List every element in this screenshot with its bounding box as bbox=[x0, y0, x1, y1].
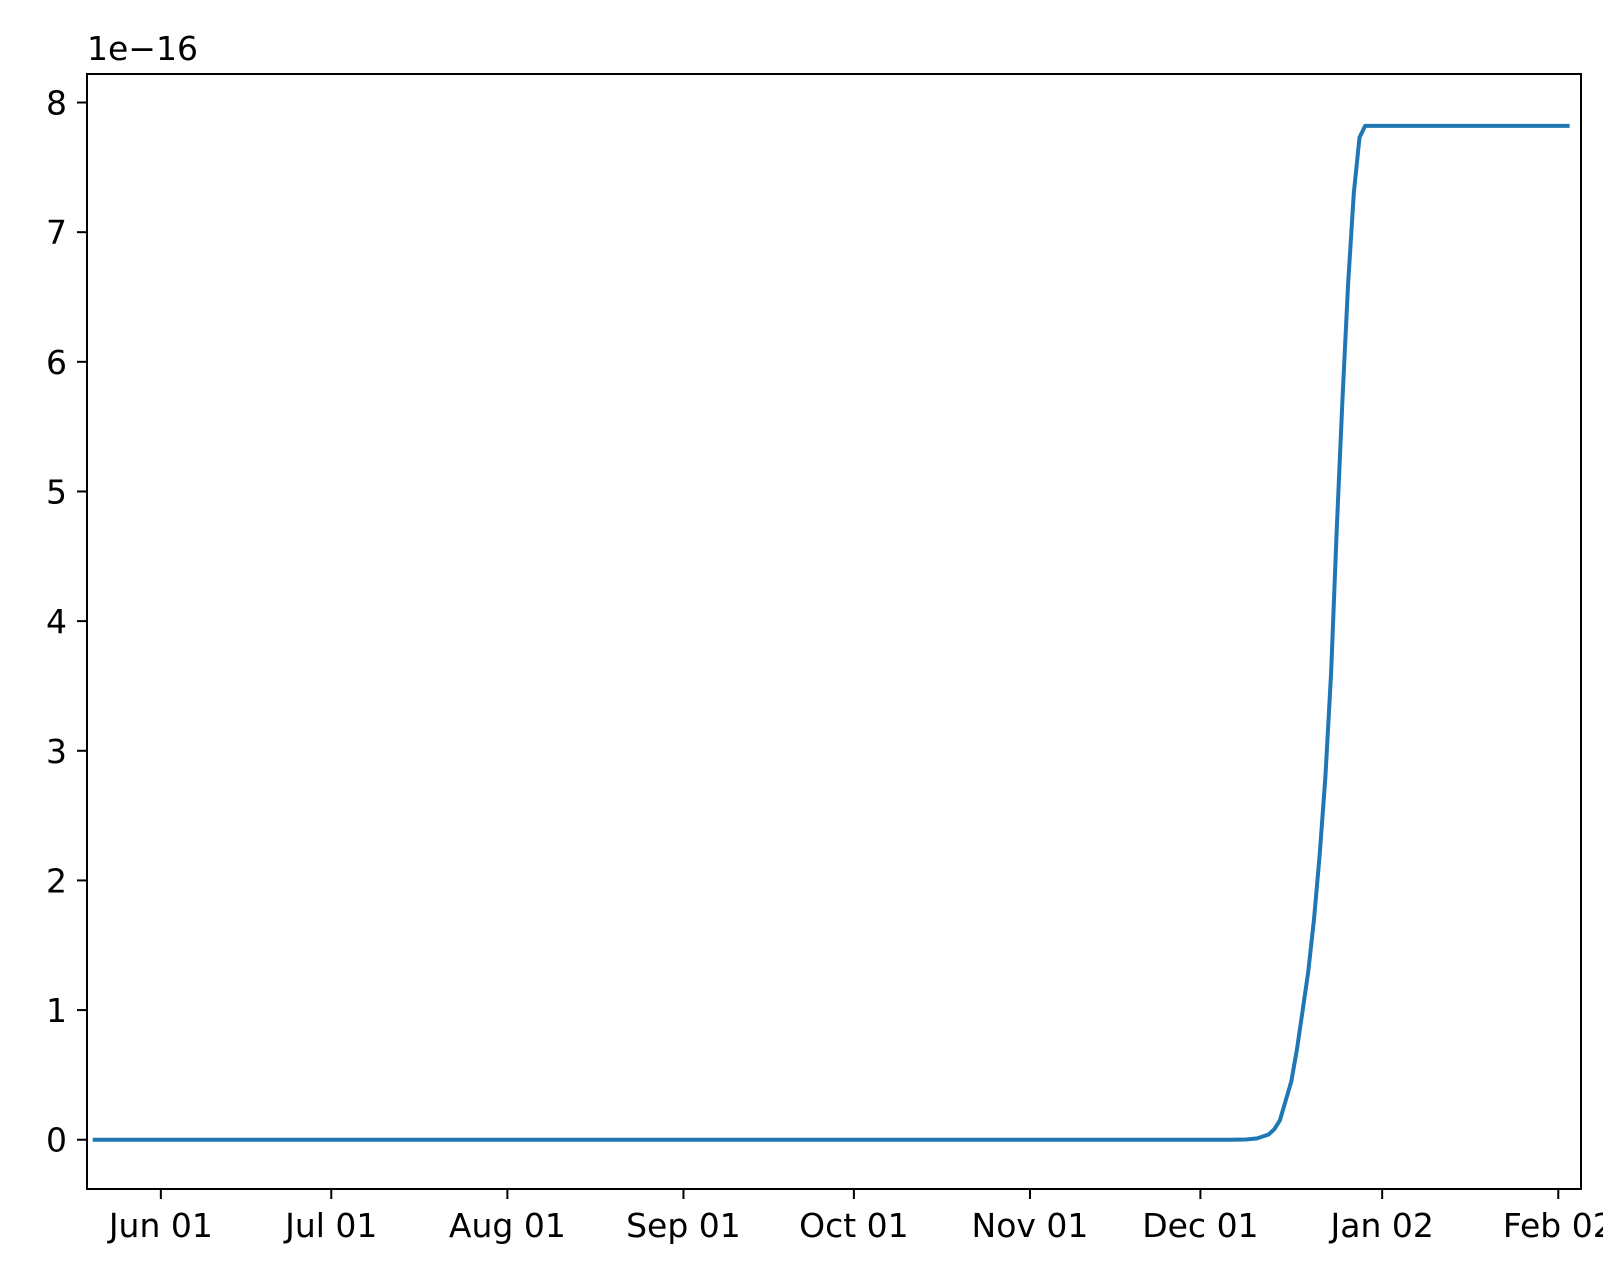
x-tick-label: Oct 01 bbox=[799, 1206, 909, 1245]
x-tick-label: Aug 01 bbox=[449, 1206, 566, 1245]
y-tick-label: 8 bbox=[46, 84, 67, 123]
x-tick-label: Jun 01 bbox=[107, 1206, 213, 1245]
y-tick-label: 5 bbox=[46, 472, 67, 511]
plot-area bbox=[92, 123, 1570, 1142]
y-tick-label: 7 bbox=[46, 213, 67, 252]
y-tick-label: 2 bbox=[46, 861, 67, 900]
y-tick-label: 1 bbox=[46, 991, 67, 1030]
x-tick-label: Nov 01 bbox=[972, 1206, 1089, 1245]
x-tick-label: Jan 02 bbox=[1328, 1206, 1433, 1245]
y-tick-label: 6 bbox=[46, 343, 67, 382]
x-axis: Jun 01 Jul 01 Aug 01 Sep 01 Oct 01 Nov 01 Dec … bbox=[107, 1189, 1603, 1245]
axes-frame bbox=[86, 73, 1582, 1190]
y-offset-label: 1e−16 bbox=[87, 29, 198, 68]
y-axis: 0 1 2 3 4 5 6 7 8 bbox=[46, 84, 87, 1160]
x-tick-label: Sep 01 bbox=[626, 1206, 741, 1245]
x-tick-label: Feb 02 bbox=[1503, 1206, 1603, 1245]
y-tick-label: 0 bbox=[46, 1121, 67, 1160]
y-tick-label: 3 bbox=[46, 732, 67, 771]
series-line-0 bbox=[92, 123, 1570, 1142]
y-tick-label: 4 bbox=[46, 602, 67, 641]
x-tick-label: Dec 01 bbox=[1142, 1206, 1258, 1245]
x-tick-label: Jul 01 bbox=[283, 1206, 377, 1245]
